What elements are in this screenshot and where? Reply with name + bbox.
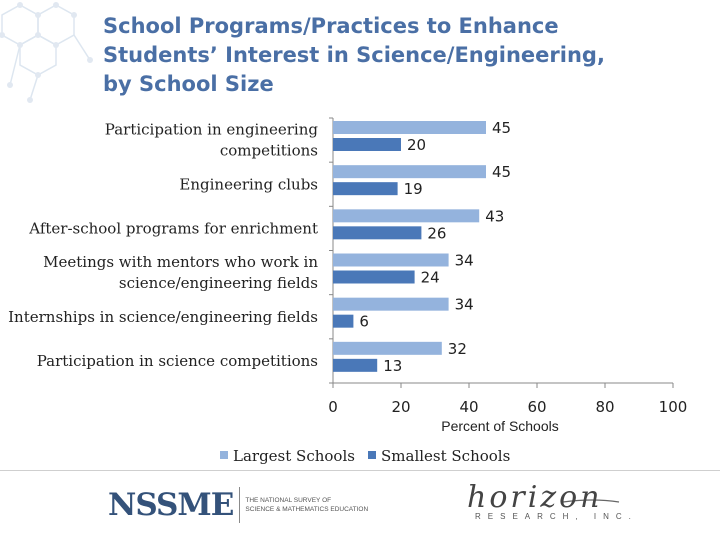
x-tick-label: 100: [659, 398, 688, 416]
bar-largest: [333, 253, 449, 267]
legend-label: Smallest Schools: [381, 447, 510, 465]
data-label: 34: [455, 296, 474, 314]
bar-chart: Participation in engineering competitions…: [8, 117, 688, 465]
horizon-research-logo: horizon RESEARCH, INC.: [463, 480, 631, 526]
data-label: 26: [427, 224, 446, 242]
bar-largest: [333, 209, 480, 223]
title-line-2: Students’ Interest in Science/Engineerin…: [103, 43, 605, 67]
bar-largest: [333, 341, 442, 355]
category-label: science/engineering fields: [119, 274, 318, 292]
bar-smallest: [333, 226, 422, 240]
bar-smallest: [333, 270, 415, 284]
category-label: Participation in science competitions: [37, 352, 318, 370]
bar-smallest: [333, 182, 398, 196]
data-label: 43: [485, 207, 504, 225]
nssme-logo: NSSME THE NATIONAL SURVEY OF SCIENCE & M…: [108, 487, 380, 523]
category-label: Engineering clubs: [179, 175, 318, 193]
nssme-logo-sub-line-2: SCIENCE & MATHEMATICS EDUCATION: [245, 506, 369, 513]
category-label: Participation in engineering: [105, 121, 319, 139]
horizon-swoosh-icon: [562, 499, 620, 503]
data-label: 45: [492, 163, 511, 181]
nssme-logo-word: NSSME: [108, 487, 234, 523]
x-tick-label: 0: [328, 398, 338, 416]
category-label: Internships in science/engineering field…: [8, 308, 318, 326]
legend-label: Largest Schools: [233, 447, 355, 465]
data-label: 45: [492, 119, 511, 137]
title-line-3: by School Size: [103, 72, 274, 96]
nssme-logo-separator: [239, 487, 241, 523]
data-label: 32: [448, 340, 467, 358]
x-tick-label: 20: [391, 398, 410, 416]
slide-title: School Programs/Practices to Enhance Stu…: [103, 12, 703, 99]
data-label: 19: [404, 180, 423, 198]
bar-largest: [333, 165, 486, 179]
data-label: 34: [455, 252, 474, 270]
title-line-1: School Programs/Practices to Enhance: [103, 14, 559, 38]
data-label: 13: [383, 357, 402, 375]
legend-swatch: [220, 451, 228, 459]
category-label: competitions: [220, 142, 318, 160]
bar-largest: [333, 121, 486, 134]
category-label: Meetings with mentors who work in: [43, 253, 318, 271]
x-axis-title: Percent of Schools: [441, 418, 559, 434]
bar-largest: [333, 297, 449, 311]
x-tick-label: 80: [595, 398, 614, 416]
x-tick-label: 40: [459, 398, 478, 416]
bar-smallest: [333, 314, 354, 328]
category-label: After-school programs for enrichment: [28, 219, 318, 237]
horizon-logo-word: horizon: [467, 480, 603, 515]
horizon-logo-subtitle: RESEARCH, INC.: [475, 512, 638, 521]
x-tick-label: 60: [527, 398, 546, 416]
bar-smallest: [333, 358, 378, 372]
data-label: 20: [407, 136, 426, 154]
data-label: 24: [421, 269, 440, 287]
nssme-logo-subtitle: THE NATIONAL SURVEY OF SCIENCE & MATHEMA…: [245, 496, 380, 514]
legend-swatch: [368, 451, 376, 459]
nssme-logo-sub-line-1: THE NATIONAL SURVEY OF: [245, 497, 332, 504]
data-label: 6: [359, 313, 369, 331]
bar-smallest: [333, 138, 401, 151]
footer-divider: [0, 470, 720, 471]
molecule-decoration-icon: [0, 2, 93, 103]
